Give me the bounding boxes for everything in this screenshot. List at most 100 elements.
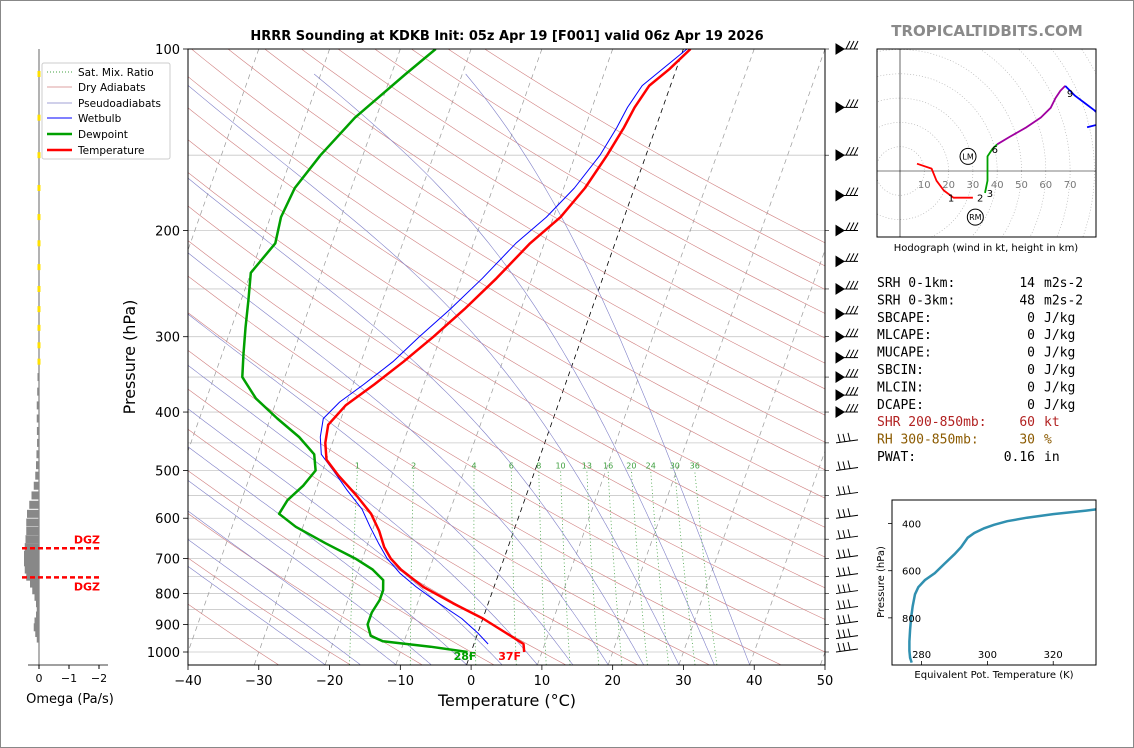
theta-e-y-tick-label: 400 bbox=[902, 520, 921, 531]
dry-adiabat bbox=[188, 139, 825, 528]
omega-positive-bar bbox=[37, 358, 41, 365]
pseudoadiabat bbox=[188, 565, 326, 665]
x-tick-label: −30 bbox=[245, 674, 272, 689]
hodograph-panel: 10 20 30 40 50 60 70 1 2 3 6 9 LM RM bbox=[877, 49, 1096, 237]
omega-bar bbox=[31, 491, 39, 500]
legend-entry: Dry Adiabats bbox=[78, 82, 146, 94]
mixing-ratio-label: 16 bbox=[603, 461, 613, 470]
x-tick-label: −10 bbox=[387, 674, 414, 689]
wind-barb bbox=[835, 305, 859, 320]
dry-adiabat bbox=[411, 49, 825, 290]
y-tick-label: 600 bbox=[155, 512, 180, 527]
parameter-unit: J/kg bbox=[1044, 311, 1075, 326]
mixing-ratio-line bbox=[694, 470, 718, 665]
wind-barb bbox=[835, 432, 859, 444]
parameter-label: PWAT: bbox=[877, 450, 916, 465]
y-tick-label: 700 bbox=[155, 553, 180, 568]
wind-barb-feathers bbox=[845, 99, 859, 108]
omega-panel: DGZ DGZ bbox=[22, 49, 100, 665]
dry-adiabat bbox=[188, 275, 825, 653]
wind-barbs bbox=[835, 40, 859, 653]
dry-adiabat bbox=[374, 49, 825, 314]
parameter-unit: kt bbox=[1044, 415, 1060, 430]
y-tick-label: 300 bbox=[155, 331, 180, 346]
surface-dewpoint-label: 28F bbox=[454, 650, 477, 663]
hodograph-ring-label: 30 bbox=[967, 180, 980, 191]
omega-bar bbox=[24, 558, 39, 567]
parameter-value: 30 bbox=[1019, 433, 1035, 448]
wind-barb bbox=[835, 641, 859, 653]
parameter-value: 14 bbox=[1019, 276, 1035, 291]
dry-adiabat bbox=[188, 470, 494, 665]
wind-barb bbox=[835, 508, 859, 519]
wind-barb bbox=[835, 460, 859, 471]
dry-adiabat bbox=[188, 172, 825, 558]
theta-e-x-tick-label: 300 bbox=[978, 650, 997, 661]
omega-bar bbox=[27, 509, 39, 518]
pseudoadiabat bbox=[188, 252, 609, 665]
omega-bar bbox=[34, 592, 39, 601]
wind-barb-flag bbox=[835, 308, 858, 320]
wind-barb bbox=[835, 628, 859, 640]
pseudoadiabat bbox=[188, 84, 680, 665]
parameter-unit: J/kg bbox=[1044, 346, 1075, 361]
wind-barb-feathers bbox=[845, 328, 859, 337]
mixing-ratio-label: 20 bbox=[626, 461, 636, 470]
wind-barb bbox=[835, 485, 859, 496]
omega-axis-label: Omega (Pa/s) bbox=[26, 692, 114, 707]
wetbulb-profile bbox=[319, 49, 688, 645]
parameter-label: DCAPE: bbox=[877, 398, 924, 413]
omega-bar bbox=[36, 611, 39, 620]
parameter-table: SRH 0-1km: 14 m2s-2 SRH 0-3km: 48 m2s-2 SBCAPE… bbox=[877, 276, 1083, 465]
mixing-ratio-label: 8 bbox=[536, 461, 541, 470]
omega-positive-bar bbox=[37, 152, 41, 159]
wind-barb bbox=[835, 529, 859, 540]
legend-entry: Pseudoadiabats bbox=[78, 98, 161, 110]
hodograph-marker-label: RM bbox=[969, 213, 982, 222]
theta-e-profile bbox=[908, 508, 1097, 664]
parameter-value: 0 bbox=[1027, 380, 1035, 395]
y-tick-label: 900 bbox=[155, 618, 180, 633]
omega-bar bbox=[36, 414, 39, 423]
mixing-ratio-line bbox=[560, 470, 571, 665]
hodograph-ring-label: 20 bbox=[942, 180, 955, 191]
wind-barb-flag bbox=[835, 371, 858, 383]
wind-barb-flag bbox=[835, 351, 858, 364]
omega-bar bbox=[36, 599, 39, 608]
mixing-ratio-label: 24 bbox=[646, 461, 656, 470]
parameter-value: 0 bbox=[1027, 398, 1035, 413]
y-tick-label: 100 bbox=[155, 43, 180, 58]
omega-tick-label: −1 bbox=[61, 672, 77, 685]
pseudoadiabat bbox=[188, 446, 467, 665]
x-tick-label: −20 bbox=[316, 674, 343, 689]
mixing-ratio-label: 30 bbox=[670, 461, 680, 470]
hodograph-ring-label: 50 bbox=[1015, 180, 1028, 191]
wind-barb-feathers bbox=[845, 146, 859, 156]
wind-barb-flag bbox=[835, 330, 858, 343]
dry-adiabat bbox=[188, 205, 825, 589]
mixing-ratio-line bbox=[538, 470, 547, 665]
skewt-ticks: −40 −30 −20 −10 0 10 20 30 40 50 100 200 300 400 500 60… bbox=[147, 43, 833, 689]
omega-positive-bar bbox=[37, 285, 41, 292]
parameter-value: 0 bbox=[1027, 328, 1035, 343]
mixing-ratio-line bbox=[349, 470, 358, 665]
omega-bar bbox=[25, 535, 39, 544]
wind-barb bbox=[835, 253, 859, 268]
wind-barb-shaft bbox=[835, 641, 859, 653]
parameter-label: SBCAPE: bbox=[877, 311, 932, 326]
skewt-axes-frame bbox=[187, 48, 826, 666]
pseudoadiabat bbox=[313, 73, 715, 665]
mixing-ratio-label: 1 bbox=[355, 461, 360, 470]
y-tick-label: 800 bbox=[155, 588, 180, 603]
hodograph-segment bbox=[984, 143, 998, 194]
omega-positive-bar bbox=[37, 324, 41, 331]
wind-barb-flag bbox=[835, 43, 858, 55]
x-tick-label: 0 bbox=[467, 674, 475, 689]
hodograph-marker bbox=[959, 147, 977, 165]
wind-barb-shaft bbox=[835, 485, 859, 496]
theta-e-x-label: Equivalent Pot. Temperature (K) bbox=[914, 670, 1073, 681]
omega-positive-bar bbox=[37, 306, 41, 313]
dgz-label: DGZ bbox=[74, 533, 100, 546]
x-axis-label: Temperature (°C) bbox=[437, 691, 576, 710]
dry-adiabat bbox=[227, 49, 825, 416]
